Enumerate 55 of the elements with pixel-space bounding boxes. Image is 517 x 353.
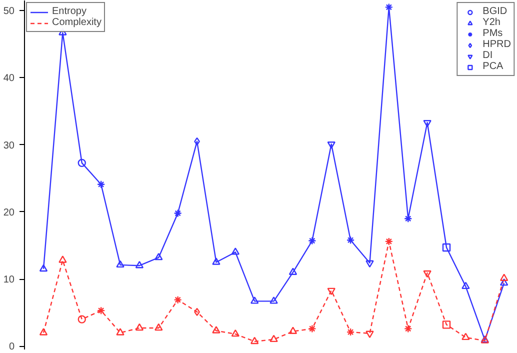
point bbox=[231, 329, 240, 337]
point bbox=[39, 264, 48, 272]
point bbox=[135, 323, 144, 331]
point bbox=[462, 282, 470, 290]
y-tick-label: 0 bbox=[8, 342, 15, 353]
point bbox=[212, 326, 220, 334]
point bbox=[212, 258, 220, 265]
point bbox=[96, 180, 106, 188]
point bbox=[462, 332, 470, 340]
legend-label: BGID bbox=[482, 6, 508, 17]
legend-label: DI bbox=[482, 50, 494, 61]
point bbox=[78, 158, 86, 168]
point bbox=[270, 296, 278, 304]
y-tick-label: 10 bbox=[3, 274, 15, 286]
point bbox=[78, 315, 86, 324]
legend-label: PCA bbox=[482, 61, 504, 72]
legend-label: PMs bbox=[482, 28, 503, 39]
point bbox=[39, 328, 48, 336]
point bbox=[384, 237, 394, 246]
point bbox=[500, 278, 508, 286]
point bbox=[346, 328, 355, 336]
point bbox=[116, 260, 124, 268]
point bbox=[96, 306, 106, 315]
y-tick-label: 50 bbox=[3, 6, 15, 18]
point bbox=[270, 334, 278, 342]
legend-label: Entropy bbox=[52, 6, 86, 17]
legend-label: Complexity bbox=[52, 17, 102, 28]
point bbox=[174, 296, 182, 304]
point bbox=[154, 252, 163, 260]
point bbox=[116, 328, 124, 336]
legend-label: Y2h bbox=[482, 17, 502, 28]
point bbox=[500, 274, 508, 281]
point bbox=[404, 214, 412, 223]
y-tick-label: 40 bbox=[3, 73, 15, 84]
point bbox=[154, 323, 163, 331]
point bbox=[308, 236, 316, 245]
point bbox=[250, 296, 259, 304]
point bbox=[442, 243, 451, 252]
point bbox=[288, 326, 298, 334]
point bbox=[308, 324, 316, 333]
legend-label: HPRD bbox=[482, 39, 511, 50]
point bbox=[442, 320, 451, 329]
point bbox=[174, 209, 182, 218]
point bbox=[135, 260, 144, 268]
y-tick-label: 30 bbox=[3, 140, 15, 152]
point bbox=[58, 256, 67, 263]
point bbox=[288, 268, 298, 275]
point bbox=[327, 142, 336, 149]
y-tick-label: 20 bbox=[3, 207, 15, 218]
point bbox=[423, 120, 432, 128]
point bbox=[231, 248, 240, 255]
point bbox=[346, 236, 355, 244]
point bbox=[404, 324, 412, 333]
point bbox=[250, 336, 259, 344]
point bbox=[384, 3, 394, 12]
